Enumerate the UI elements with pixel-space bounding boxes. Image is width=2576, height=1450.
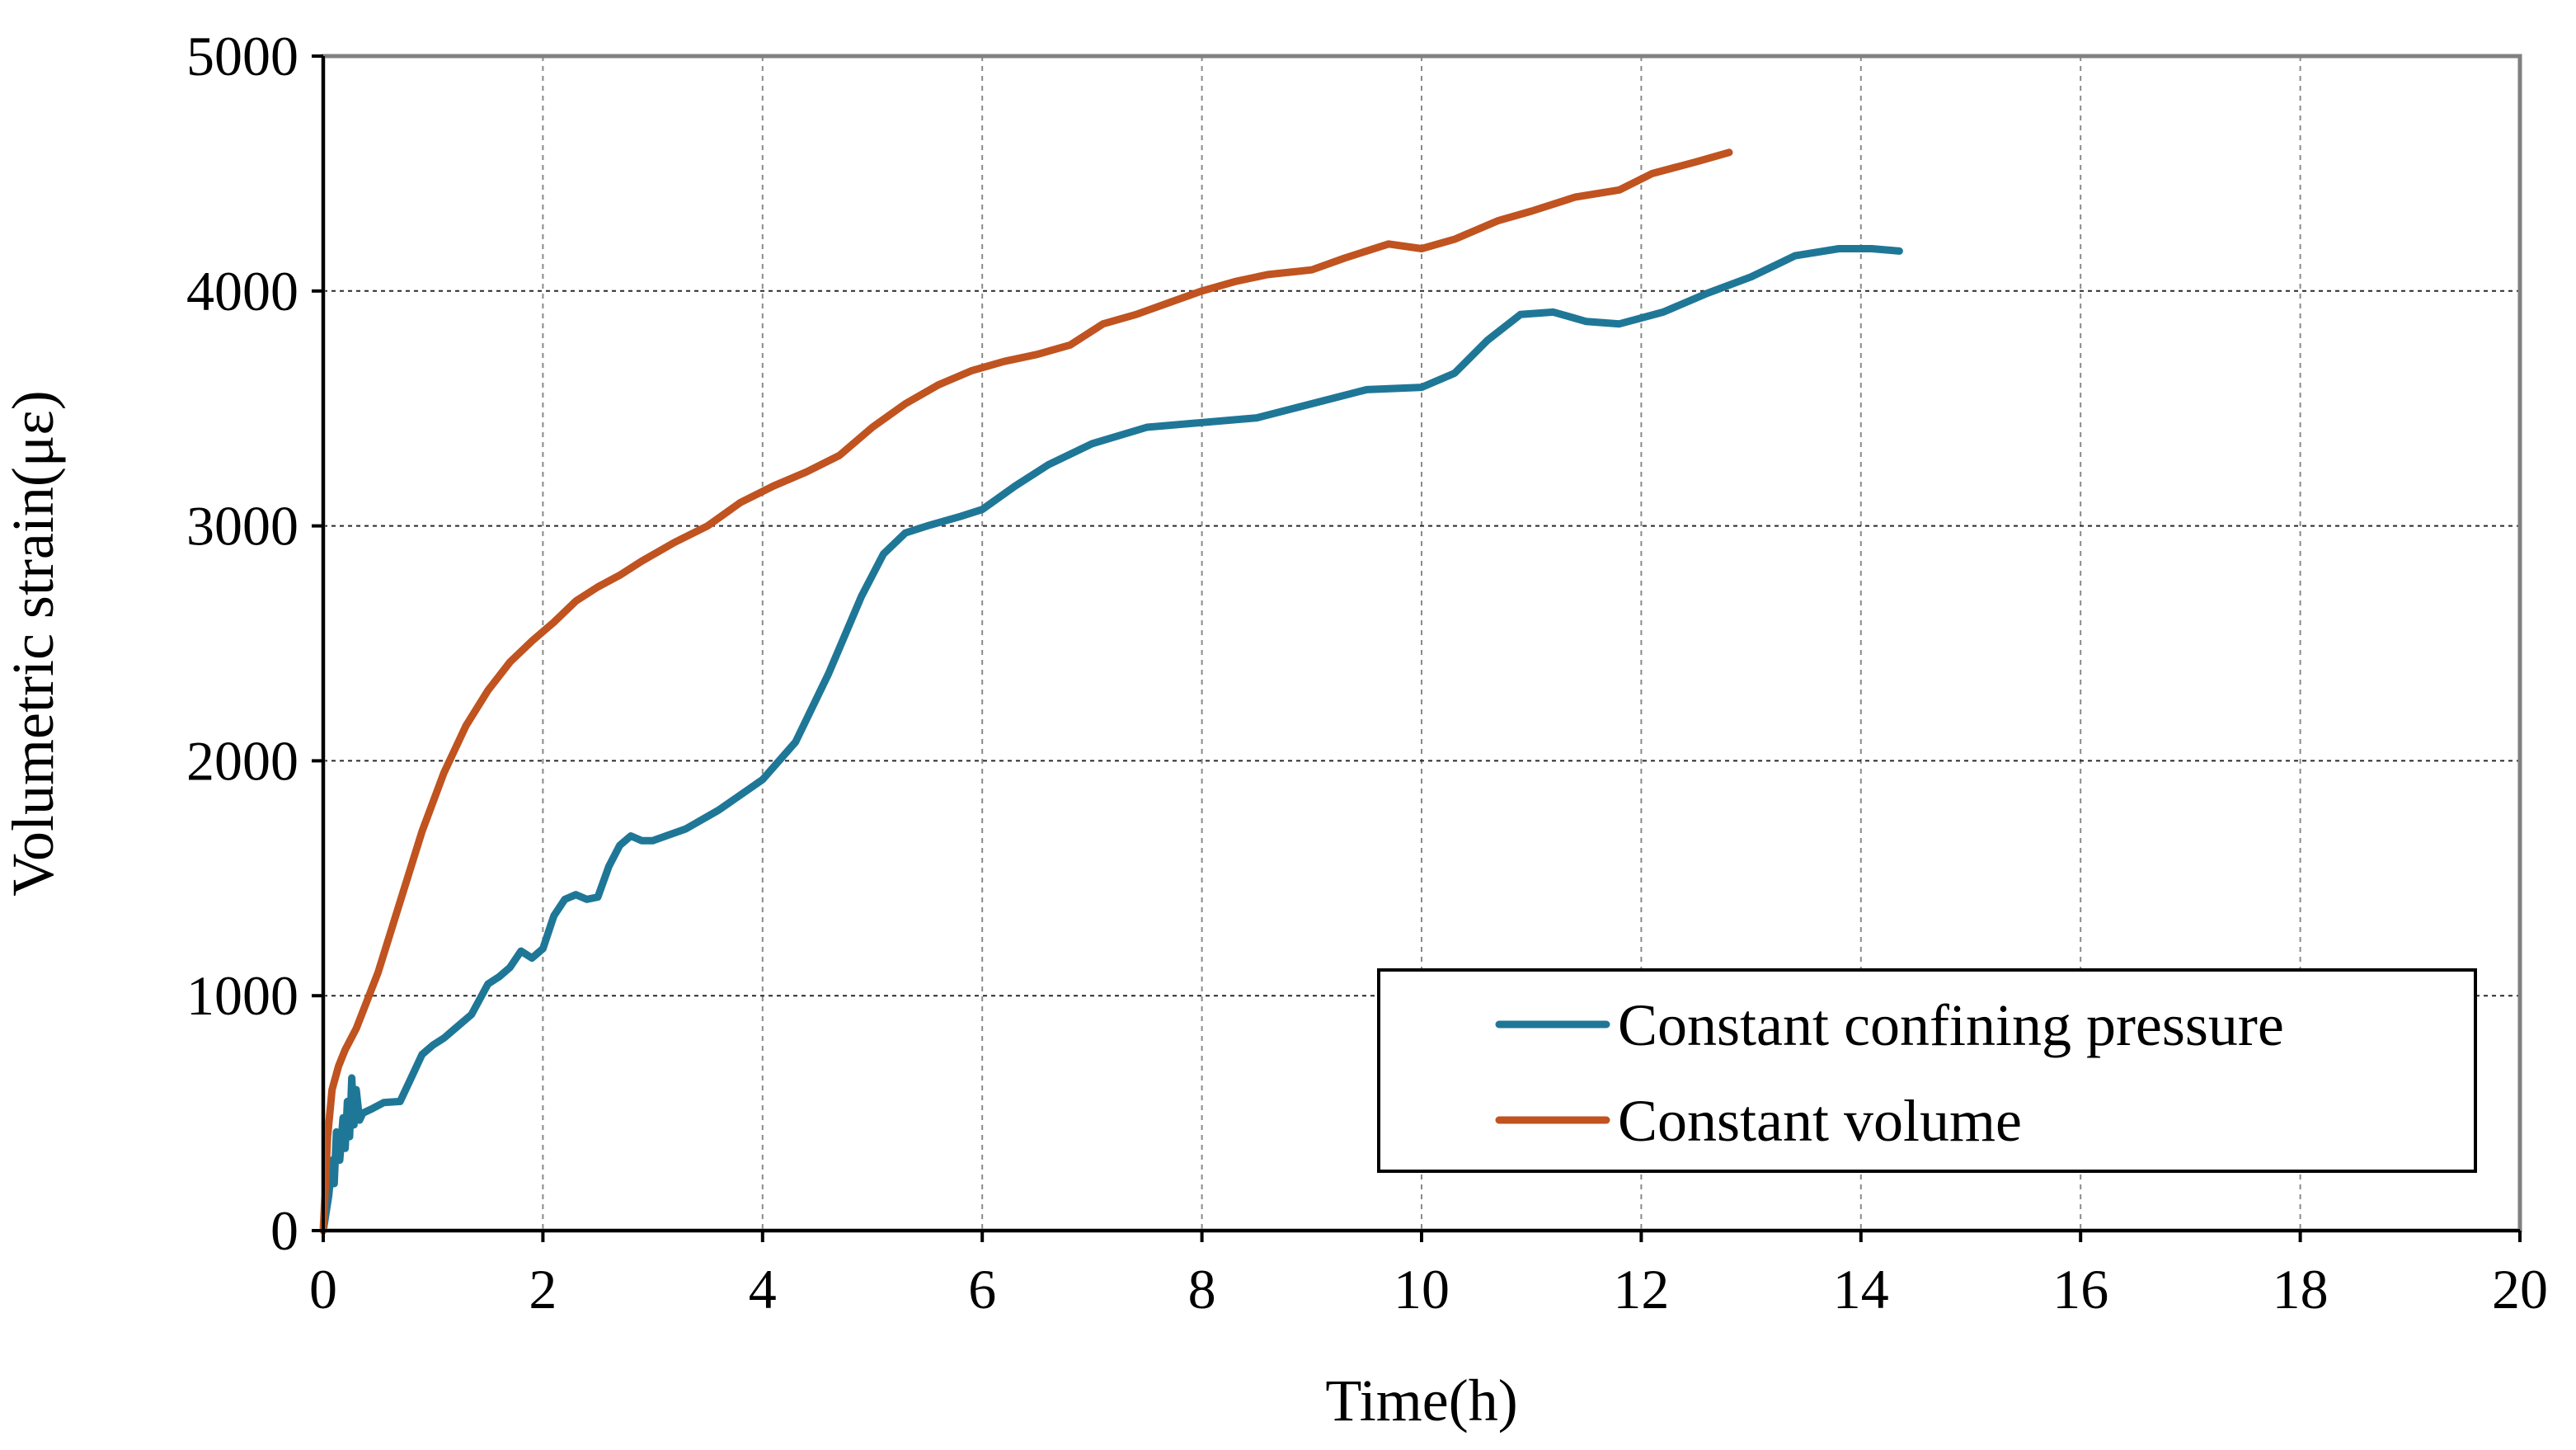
x-tick-label-6: 6 [968,1258,996,1321]
legend-label-confining-pressure: Constant confining pressure [1618,992,2284,1058]
series-line-constant-volume [319,148,1733,1235]
legend: Constant confining pressure Constant vol… [1377,968,2477,1173]
y-tick-label-0: 0 [270,1199,298,1262]
axis-layer [312,54,2522,1242]
y-tick-label-2000: 2000 [186,729,298,792]
x-tick-label-10: 10 [1394,1258,1450,1321]
x-tick-label-16: 16 [2052,1258,2108,1321]
x-axis-title: Time(h) [1325,1368,1517,1434]
series-line-constant-confining-pressure [319,245,1903,1235]
legend-box [1377,968,2477,1173]
tick-label-layer: 0 2 4 6 8 10 12 14 16 18 20 0 1000 2000 3000 4000 5000 [186,25,2548,1321]
x-tick-label-2: 2 [529,1258,557,1321]
x-tick-label-4: 4 [749,1258,777,1321]
x-tick-label-18: 18 [2273,1258,2329,1321]
x-tick-label-14: 14 [1833,1258,1889,1321]
x-tick-label-20: 20 [2492,1258,2548,1321]
y-axis-title: Volumetric strain(με) [0,390,66,896]
x-tick-label-12: 12 [1613,1258,1669,1321]
y-tick-label-1000: 1000 [186,964,298,1027]
y-tick-label-4000: 4000 [186,260,298,322]
x-tick-label-0: 0 [309,1258,337,1321]
y-tick-label-5000: 5000 [186,25,298,87]
y-tick-label-3000: 3000 [186,495,298,558]
series-layer [319,148,1903,1235]
grid-layer [323,56,2520,1231]
x-tick-label-8: 8 [1188,1258,1216,1321]
legend-label-constant-volume: Constant volume [1618,1088,2022,1154]
